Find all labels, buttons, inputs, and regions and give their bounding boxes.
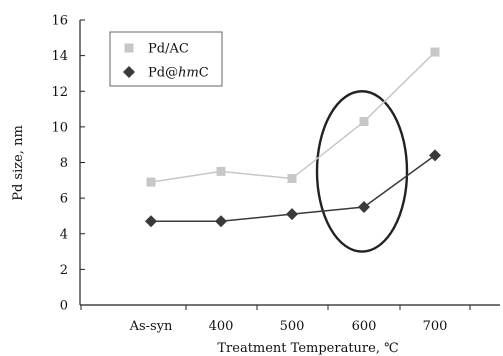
series-2-point	[215, 215, 227, 228]
y-tick-label: 12	[51, 85, 68, 100]
series-1-point	[216, 166, 226, 176]
x-tick-label: As-syn	[129, 319, 173, 334]
x-tick-label: 400	[209, 319, 234, 334]
series-2-point	[429, 149, 441, 162]
y-tick-label: 14	[51, 49, 68, 64]
y-tick-label: 2	[60, 263, 68, 278]
legend-marker-2	[123, 66, 135, 78]
legend-label-2: Pd@hmC	[148, 66, 209, 81]
series-1-point	[146, 177, 156, 187]
series-2-point	[145, 215, 157, 228]
legend-label-1: Pd/AC	[148, 42, 189, 57]
x-tick-label: 700	[423, 319, 448, 334]
series-1-point	[287, 174, 297, 184]
y-tick-label: 10	[51, 120, 68, 135]
highlight-ellipse	[315, 90, 409, 253]
x-tick-label: 600	[352, 319, 377, 334]
y-tick-label: 16	[51, 14, 68, 29]
y-tick-label: 4	[60, 227, 68, 242]
y-tick-label: 8	[60, 156, 68, 171]
y-tick-label: 0	[60, 299, 68, 314]
y-tick-label: 6	[60, 192, 68, 207]
series-1-point	[359, 117, 369, 127]
series-2-point	[358, 201, 370, 214]
series-2-point	[286, 208, 298, 221]
y-axis-title: Pd size, nm	[11, 125, 26, 201]
legend-marker-1	[124, 43, 134, 53]
series-1-point	[430, 47, 440, 57]
x-axis-title: Treatment Temperature, ℃	[217, 341, 398, 356]
x-tick-label: 500	[280, 319, 305, 334]
